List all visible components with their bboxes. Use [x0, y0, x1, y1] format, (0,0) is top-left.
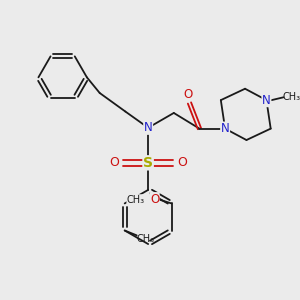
Text: CH₃: CH₃ — [282, 92, 300, 102]
Text: S: S — [143, 156, 153, 170]
Text: O: O — [183, 88, 193, 101]
Text: N: N — [262, 94, 271, 106]
Text: N: N — [144, 121, 152, 134]
Text: CH₃: CH₃ — [127, 195, 145, 205]
Text: CH₃: CH₃ — [136, 234, 154, 244]
Text: O: O — [110, 156, 119, 169]
Text: N: N — [221, 122, 230, 135]
Text: O: O — [177, 156, 187, 169]
Text: O: O — [150, 193, 159, 206]
